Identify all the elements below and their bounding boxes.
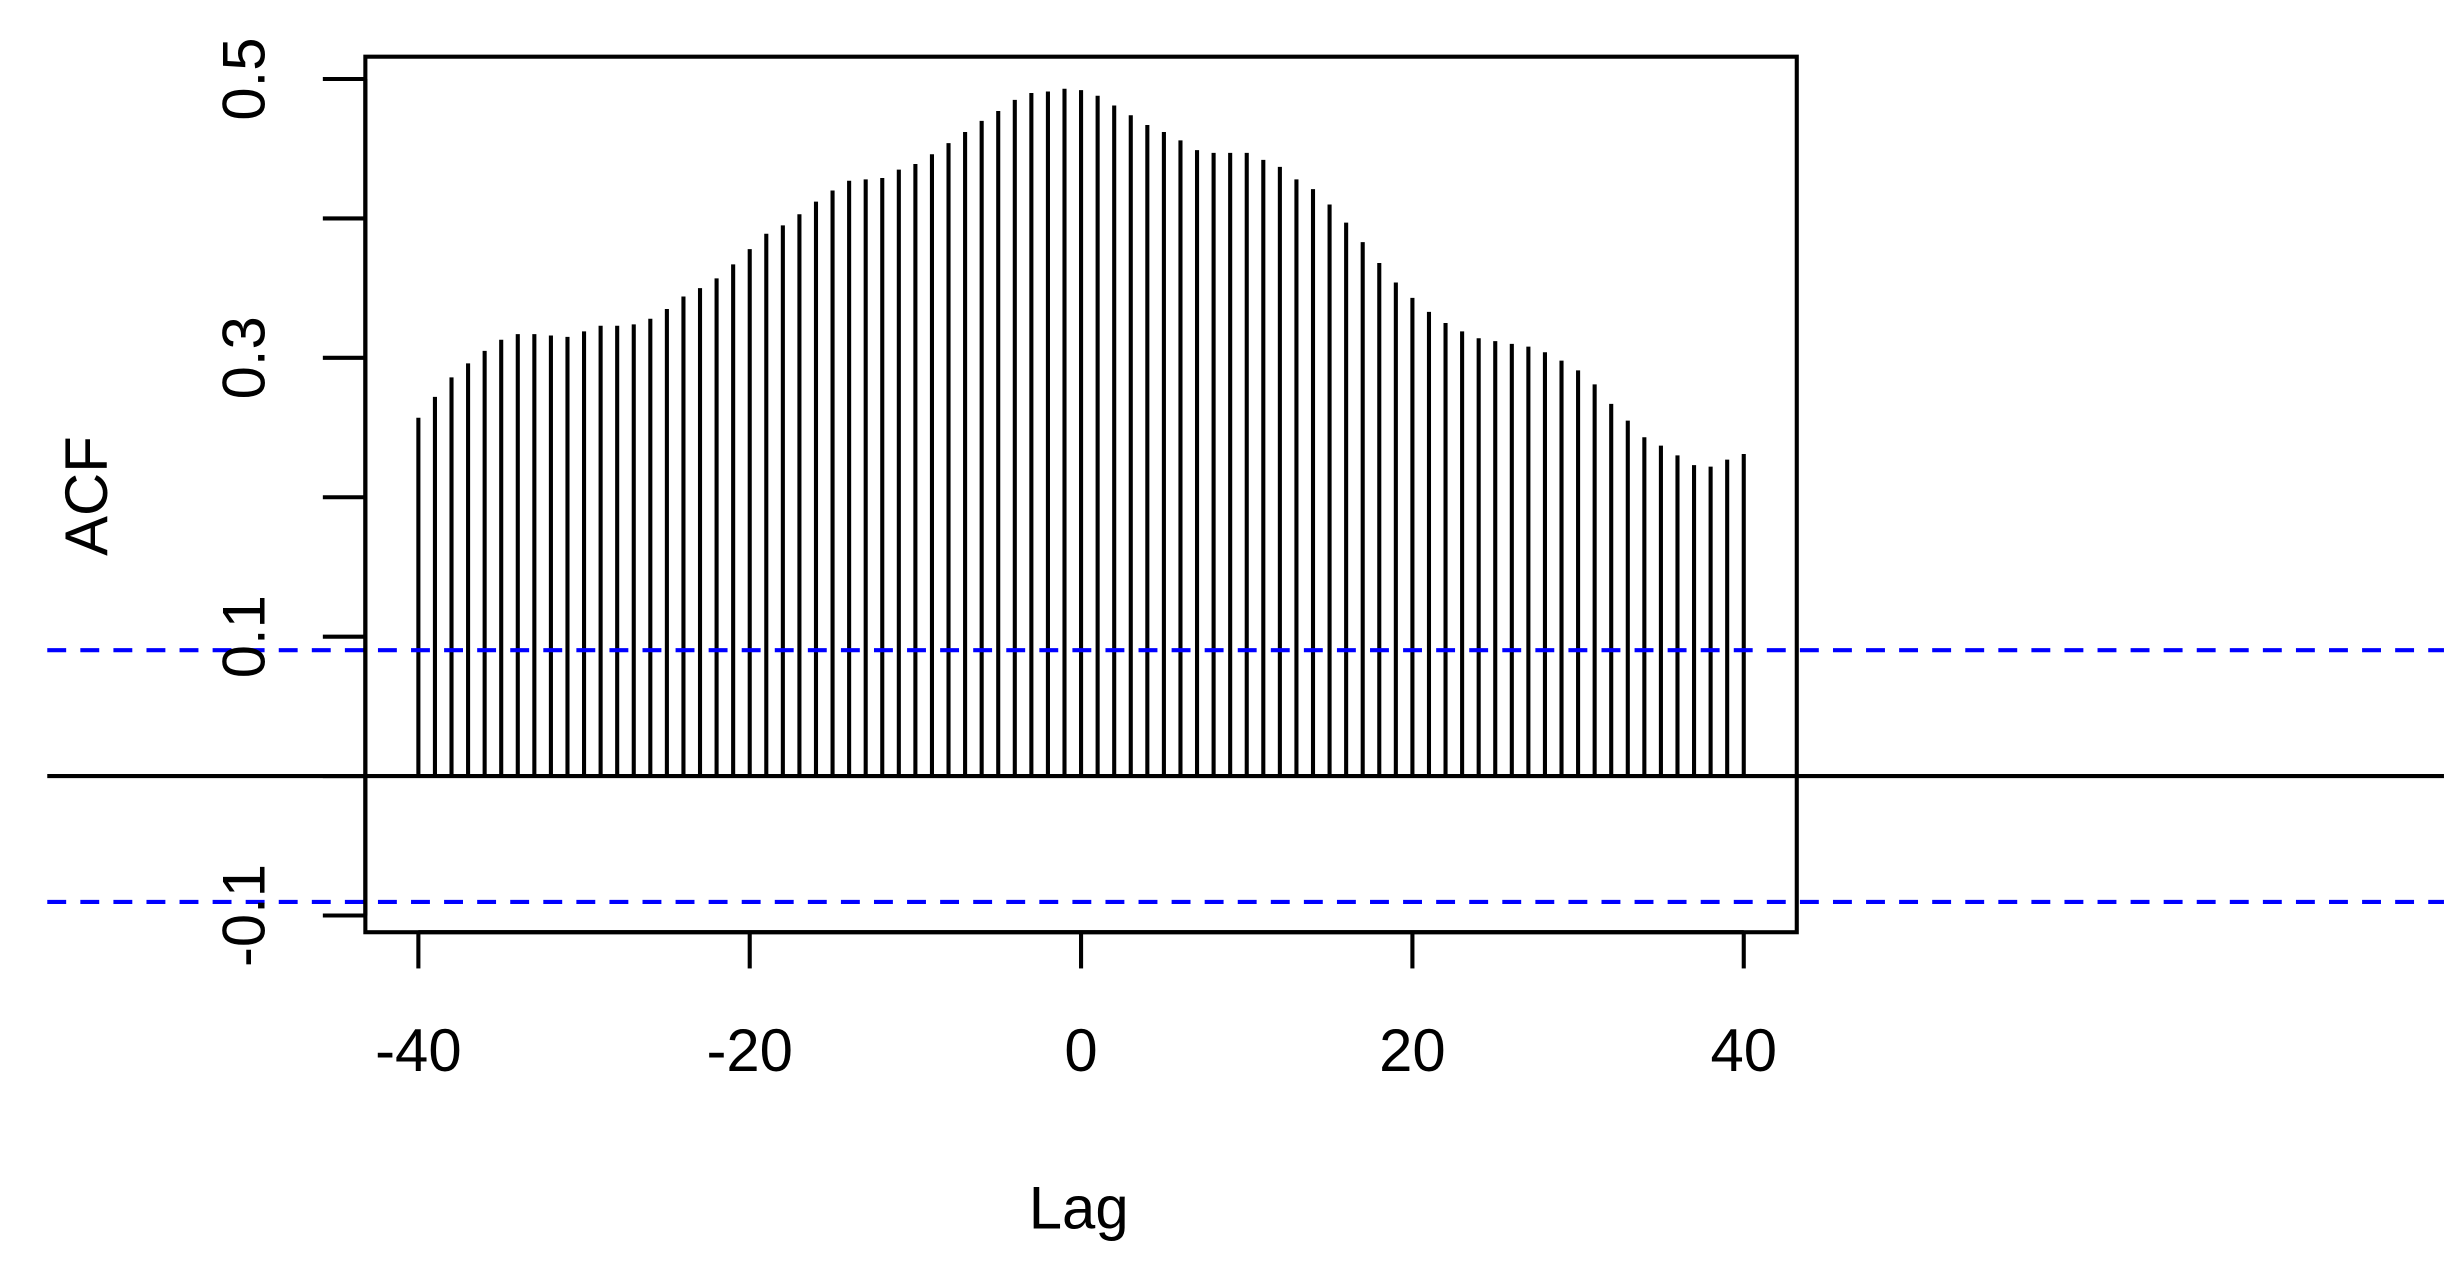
y-tick-label: -0.1 bbox=[211, 864, 278, 967]
x-axis-label: Lag bbox=[1029, 1174, 1129, 1241]
x-tick-label: -20 bbox=[706, 1017, 792, 1084]
y-tick-label: 0.5 bbox=[211, 37, 278, 120]
y-tick-label: 0.3 bbox=[211, 316, 278, 399]
y-tick-label: 0.1 bbox=[211, 595, 278, 678]
x-tick-label: 20 bbox=[1379, 1017, 1446, 1084]
y-axis-label: ACF bbox=[53, 436, 120, 556]
x-tick-label: 0 bbox=[1064, 1017, 1097, 1084]
x-tick-label: -40 bbox=[375, 1017, 461, 1084]
x-tick-label: 40 bbox=[1710, 1017, 1777, 1084]
